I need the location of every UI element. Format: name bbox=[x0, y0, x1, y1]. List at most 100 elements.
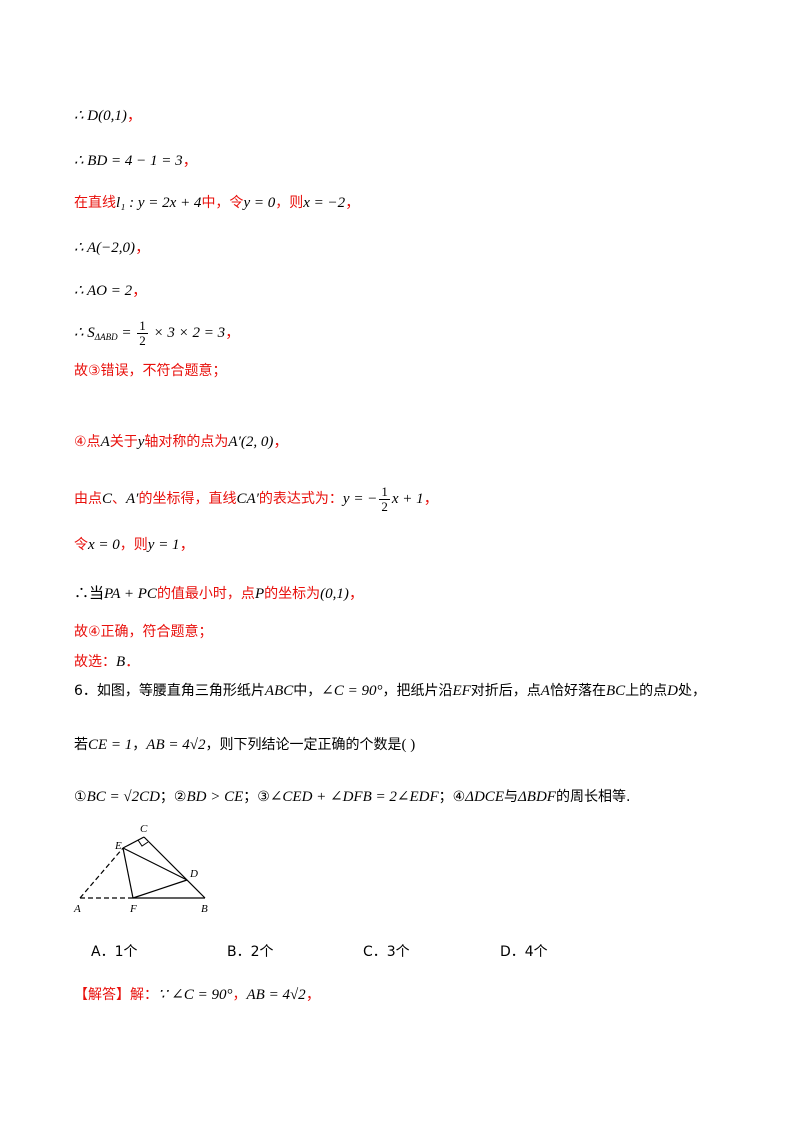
math: A bbox=[540, 683, 550, 699]
line-ca-expression: 由点C、A′的坐标得，直线CA′的表达式为：y = −1 2 x + 1， bbox=[74, 484, 439, 514]
subscript: ΔABD bbox=[94, 332, 118, 342]
option-c: C．3个 bbox=[363, 944, 410, 960]
math: ∴ AO = 2 bbox=[74, 283, 133, 299]
answer-label: 【解答】解： bbox=[74, 987, 158, 1003]
question-6-line-2: 若CE = 1，AB = 4√2，则下列结论一定正确的个数是( ) bbox=[74, 735, 415, 755]
label-a: A bbox=[73, 903, 81, 915]
label-e: E bbox=[114, 840, 122, 852]
math: y bbox=[137, 434, 145, 450]
math: A bbox=[100, 434, 110, 450]
text: ① bbox=[74, 789, 87, 805]
math: ∴ BD = 4 − 1 = 3 bbox=[74, 153, 183, 169]
text: 中，令 bbox=[201, 195, 244, 211]
math: l₁ : y = 2x + 4 bbox=[116, 195, 202, 211]
punct: ， bbox=[345, 195, 361, 211]
text: 上的点 bbox=[625, 683, 668, 699]
text: 对折后，点 bbox=[470, 683, 541, 699]
math: ∴ S bbox=[74, 325, 95, 341]
text: 6．如图，等腰直角三角形纸片 bbox=[74, 683, 265, 699]
math: x = 0 bbox=[88, 537, 120, 553]
text: 的表达式为： bbox=[258, 491, 343, 507]
math: P bbox=[254, 586, 265, 602]
punct: ， bbox=[225, 325, 241, 341]
right-angle-mark bbox=[137, 839, 149, 847]
math: ∠CED + ∠DFB = 2∠EDF bbox=[269, 789, 439, 805]
answer-start: 【解答】解：∵ ∠C = 90°，AB = 4√2， bbox=[74, 985, 321, 1005]
text: 与 bbox=[503, 789, 518, 805]
label-d: D bbox=[189, 868, 198, 880]
math: CE = 1 bbox=[88, 737, 133, 753]
label-f: F bbox=[129, 903, 137, 915]
line-d-coordinate: ∴ D(0,1)， bbox=[74, 106, 142, 126]
math: PA + PC bbox=[104, 586, 157, 602]
math: BD > CE bbox=[186, 789, 244, 805]
segment-ef bbox=[122, 847, 134, 899]
option-a: A．1个 bbox=[91, 944, 138, 960]
text: 由点 bbox=[74, 491, 102, 507]
punct: ， bbox=[273, 434, 289, 450]
math: AB = 4√2 bbox=[246, 987, 306, 1003]
math: ∴ D(0,1) bbox=[74, 108, 127, 124]
option-d: D．4个 bbox=[500, 944, 548, 960]
math: x + 1 bbox=[391, 491, 424, 507]
segment-cb bbox=[143, 836, 206, 899]
punct: ． bbox=[125, 654, 141, 670]
triangle-fold-figure: C E D A F B bbox=[73, 823, 208, 915]
segment-ed bbox=[122, 847, 188, 881]
math: CA′ bbox=[236, 491, 259, 507]
numerator: 1 bbox=[137, 318, 148, 335]
math: ΔDCE bbox=[465, 789, 504, 805]
text: 若 bbox=[74, 737, 88, 753]
text: 中， bbox=[293, 683, 322, 699]
punct: ， bbox=[423, 491, 439, 507]
punct: ， bbox=[126, 108, 142, 124]
math: y = − bbox=[342, 491, 378, 507]
text: 故选： bbox=[74, 654, 116, 670]
punct: ， bbox=[179, 537, 195, 553]
line-conclusion-3: 故③错误，不符合题意； bbox=[74, 363, 227, 379]
text: 在直线 bbox=[74, 195, 116, 211]
math: y = 0 bbox=[243, 195, 276, 211]
line-bd-length: ∴ BD = 4 − 1 = 3， bbox=[74, 151, 198, 171]
option-b: B．2个 bbox=[227, 944, 274, 960]
segment-ec bbox=[122, 836, 145, 849]
text: 处， bbox=[677, 683, 706, 699]
math: ∴当 bbox=[74, 586, 105, 602]
text: 的值最小时，点 bbox=[156, 586, 255, 602]
math: B bbox=[116, 654, 126, 670]
question-6-statements: ①BC = √2CD；②BD > CE；③∠CED + ∠DFB = 2∠EDF… bbox=[74, 787, 630, 807]
math: A′(2, 0) bbox=[228, 434, 274, 450]
math: ∴ A(−2,0) bbox=[74, 240, 136, 256]
text: ④点 bbox=[74, 434, 101, 450]
question-6-line-1: 6．如图，等腰直角三角形纸片ABC中，∠C = 90°，把纸片沿EF对折后，点A… bbox=[74, 681, 706, 701]
label-b: B bbox=[201, 903, 208, 915]
math: A′ bbox=[126, 491, 139, 507]
label-c: C bbox=[140, 823, 148, 835]
denominator: 2 bbox=[381, 499, 388, 515]
text: 轴对称的点为 bbox=[144, 434, 229, 450]
math: = bbox=[117, 325, 136, 341]
text: 的坐标得，直线 bbox=[138, 491, 237, 507]
line-symmetric-point: ④点A关于y轴对称的点为A′(2, 0)， bbox=[74, 432, 288, 452]
line-minimum-point: ∴当PA + PC的值最小时，点P的坐标为(0,1)， bbox=[74, 584, 364, 604]
line-l1-solve: 在直线l₁ : y = 2x + 4中，令y = 0，则x = −2， bbox=[74, 193, 360, 213]
math: ΔBDF bbox=[517, 789, 556, 805]
math: ∠C = 90° bbox=[321, 683, 383, 699]
text: ；③ bbox=[243, 789, 270, 805]
text: 关于 bbox=[109, 434, 138, 450]
text: ，则 bbox=[275, 195, 304, 211]
line-choose: 故选：B． bbox=[74, 652, 140, 672]
dashed-segment-ae bbox=[79, 847, 124, 899]
math: C bbox=[102, 491, 113, 507]
math: ABC bbox=[264, 683, 294, 699]
text: ；④ bbox=[438, 789, 466, 805]
answer-blank: ( ) bbox=[401, 737, 416, 753]
line-conclusion-4: 故④正确，符合题意； bbox=[74, 624, 213, 640]
math: EF bbox=[452, 683, 471, 699]
punct: ， bbox=[348, 586, 364, 602]
text: ，则下列结论一定正确的个数是 bbox=[205, 737, 402, 753]
